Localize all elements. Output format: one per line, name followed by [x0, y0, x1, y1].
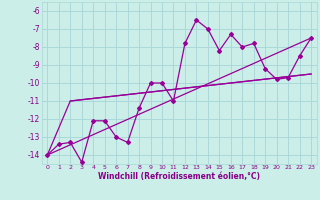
X-axis label: Windchill (Refroidissement éolien,°C): Windchill (Refroidissement éolien,°C)	[98, 172, 260, 181]
